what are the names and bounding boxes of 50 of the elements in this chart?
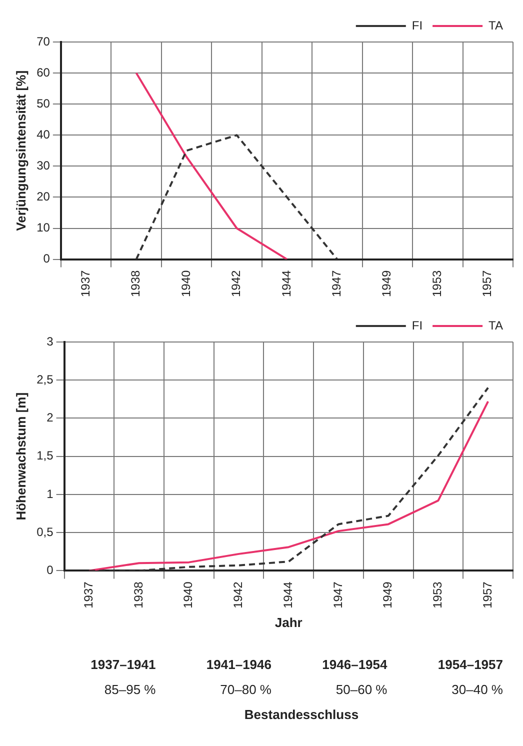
- text: 85–95 %: [103, 682, 156, 697]
- text: Bestandesschluss: [243, 707, 360, 722]
- x-tick-label: 1937: [82, 581, 96, 608]
- x-tick-label: 1942: [229, 270, 244, 298]
- x-tick-label: 1944: [280, 581, 295, 608]
- x-tick-label: 1940: [181, 581, 196, 608]
- x-tick-label: 1944: [279, 270, 294, 298]
- x-tick-label: 1937: [78, 270, 92, 298]
- y-tick-label: 0: [46, 563, 54, 578]
- x-tick-label: 1942: [231, 581, 246, 608]
- y-tick-label: 0: [43, 252, 50, 266]
- y-tick-label: 10: [36, 220, 50, 235]
- y-tick-label: 1: [46, 486, 54, 501]
- text: 1937–1941: [90, 657, 156, 672]
- y-tick-label: 3: [46, 334, 54, 348]
- x-tick-label: 1947: [330, 581, 345, 608]
- legend-label: FI: [412, 318, 423, 332]
- y-tick-label: 30: [36, 158, 50, 172]
- x-axis-title: Jahr: [274, 614, 302, 630]
- x-tick-label: 1953: [430, 270, 444, 298]
- y-tick-label: 0,5: [36, 524, 54, 539]
- y-axis-title: Höhenwachstum [m]: [13, 392, 28, 520]
- y-tick-label: 2,5: [36, 372, 54, 386]
- text: 70–80 %: [219, 682, 272, 697]
- x-tick-label: 1949: [380, 581, 395, 608]
- text: 1941–1946: [205, 657, 272, 672]
- text: 50–60 %: [334, 682, 388, 697]
- line-series: [135, 134, 338, 260]
- text: 1954–1957: [436, 657, 503, 672]
- y-tick-label: 60: [36, 65, 50, 80]
- y-axis-title: Verjüngungsintensität [%]: [13, 70, 28, 231]
- y-tick-label: 50: [36, 96, 50, 110]
- y-tick-label: 70: [36, 34, 50, 48]
- text: 1946–1954: [321, 657, 388, 672]
- x-tick-label: 1940: [178, 270, 193, 298]
- y-tick-label: 20: [36, 190, 50, 204]
- x-tick-label: 1957: [480, 581, 494, 608]
- x-tick-label: 1947: [330, 270, 344, 298]
- x-tick-label: 1938: [128, 270, 143, 298]
- legend-label: FI: [412, 18, 423, 32]
- text: 30–40 %: [450, 682, 503, 697]
- x-tick-label: 1938: [131, 581, 146, 608]
- x-tick-label: 1953: [430, 581, 445, 608]
- legend-label: TA: [488, 18, 504, 32]
- y-tick-label: 1,5: [36, 448, 54, 463]
- x-tick-label: 1949: [380, 270, 394, 298]
- legend-label: TA: [488, 318, 504, 332]
- y-tick-label: 2: [46, 410, 54, 425]
- x-tick-label: 1957: [480, 270, 494, 298]
- y-tick-label: 40: [36, 127, 50, 142]
